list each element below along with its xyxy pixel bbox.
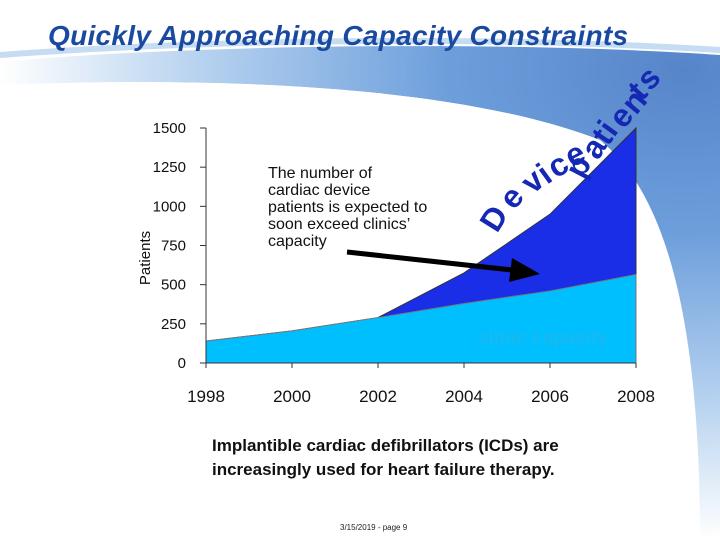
x-tick-label: 2008 xyxy=(617,387,655,406)
y-tick-label: 0 xyxy=(178,355,186,372)
x-tick-label: 2000 xyxy=(273,387,311,406)
y-axis-label: Patients xyxy=(137,231,154,285)
area-clinic-capacity xyxy=(205,273,637,364)
y-tick-label: 750 xyxy=(161,238,186,255)
x-tick-label: 2004 xyxy=(445,387,483,406)
annotation-line: The number of xyxy=(268,165,373,182)
series-label-clinic-capacity: clinic capacity xyxy=(478,328,608,349)
annotation-arrow xyxy=(346,249,513,273)
y-tick-label: 1000 xyxy=(153,198,186,215)
y-tick-label: 1250 xyxy=(153,159,186,176)
x-tick-label: 1998 xyxy=(187,387,225,406)
annotation-line: soon exceed clinics’ xyxy=(268,216,410,233)
y-tick-label: 1500 xyxy=(153,120,186,137)
page-title: Quickly Approaching Capacity Constraints xyxy=(48,20,629,51)
y-tick-label: 250 xyxy=(161,316,186,333)
annotation-line: cardiac device xyxy=(268,182,370,199)
page-footer: 3/15/2019 - page 9 xyxy=(340,523,408,532)
annotation-line: patients is expected to xyxy=(268,199,427,216)
x-tick-label: 2002 xyxy=(359,387,397,406)
annotation-arrowhead xyxy=(509,258,540,282)
y-tick-label: 500 xyxy=(161,277,186,294)
x-tick-label: 2006 xyxy=(531,387,569,406)
caption: Implantible cardiac defibrillators (ICDs… xyxy=(212,436,559,479)
annotation-line: capacity xyxy=(268,233,327,250)
